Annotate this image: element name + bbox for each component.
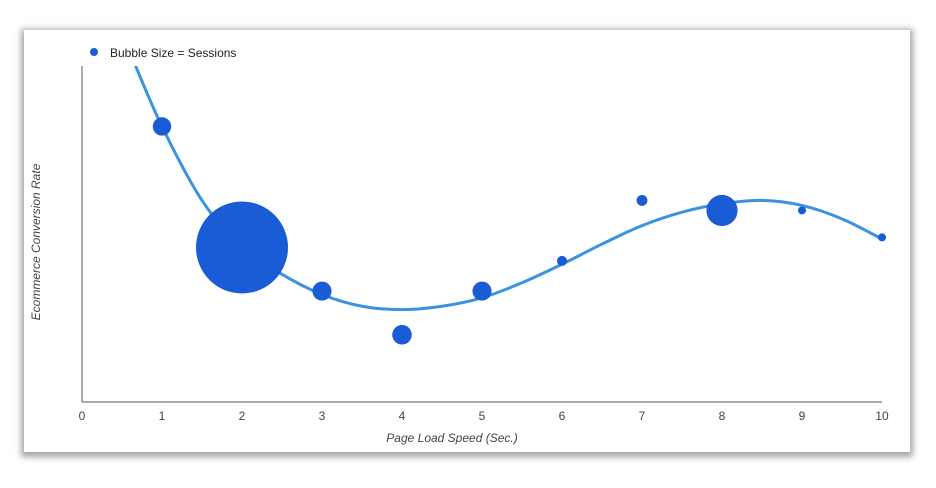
x-tick-labels: 0 1 2 3 4 5 6 7 8 9 10: [79, 409, 889, 423]
x-tick-label-2: 2: [239, 409, 246, 423]
bubble-point-1: [152, 117, 172, 136]
legend: Bubble Size = Sessions: [90, 46, 236, 60]
legend-marker: [90, 48, 98, 56]
x-tick-label-4: 4: [399, 409, 406, 423]
x-tick-label-3: 3: [319, 409, 326, 423]
bubble-point-8: [706, 194, 738, 227]
bubble-point-3: [312, 281, 332, 301]
y-axis-title: Ecommerce Conversion Rate: [29, 163, 43, 320]
x-tick-label-8: 8: [719, 409, 726, 423]
x-tick-label-0: 0: [79, 409, 86, 423]
bubble-point-5: [472, 281, 492, 301]
x-axis-title: Page Load Speed (Sec.): [386, 431, 517, 445]
bubble-point-2: [196, 201, 288, 294]
legend-label: Bubble Size = Sessions: [110, 46, 236, 60]
x-tick-label-10: 10: [875, 409, 889, 423]
bubble-point-10: [878, 233, 886, 242]
bubble-point-6: [556, 255, 568, 266]
x-tick-label-7: 7: [639, 409, 646, 423]
bubble-point-9: [798, 206, 806, 215]
bubbles-group: [152, 117, 886, 345]
bubble-point-4: [392, 325, 412, 345]
x-tick-label-5: 5: [479, 409, 486, 423]
x-tick-label-9: 9: [799, 409, 806, 423]
x-tick-label-6: 6: [559, 409, 566, 423]
x-tick-label-1: 1: [159, 409, 166, 423]
bubble-point-7: [636, 194, 648, 206]
bubble-chart: Bubble Size = Sessions 0 1 2 3 4 5 6 7 8 9 10 Page…: [29, 46, 889, 445]
chart-card: Bubble Size = Sessions 0 1 2 3 4 5 6 7 8 9 10 Page…: [24, 30, 910, 452]
